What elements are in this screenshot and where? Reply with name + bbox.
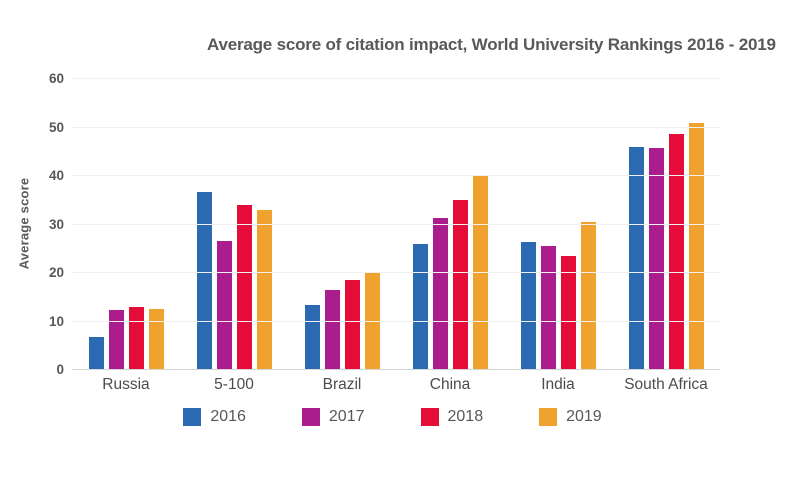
x-category-label: 5-100 — [214, 376, 254, 393]
bar — [304, 304, 320, 370]
bar — [452, 200, 468, 370]
legend-label: 2016 — [210, 408, 246, 425]
bar — [432, 217, 448, 370]
legend-item: 2017 — [301, 408, 365, 426]
bar — [108, 309, 124, 370]
x-axis-baseline — [72, 369, 720, 370]
legend: 2016 2017 2018 2019 — [0, 408, 785, 426]
bar-group — [180, 79, 288, 370]
y-gridline — [72, 78, 720, 79]
y-gridline — [72, 272, 720, 273]
bar-group — [72, 79, 180, 370]
bar-group — [396, 79, 504, 370]
chart-title: Average score of citation impact, World … — [207, 35, 776, 54]
bar-group — [504, 79, 612, 370]
y-tick-label: 0 — [56, 362, 64, 377]
legend-swatch — [301, 408, 320, 426]
bar — [324, 289, 340, 370]
x-category-label: Brazil — [322, 376, 362, 393]
plot-area — [72, 78, 720, 370]
x-category-label: China — [429, 376, 471, 393]
x-category-label: South Africa — [624, 376, 708, 393]
bar-group — [288, 79, 396, 370]
bar — [628, 146, 644, 370]
y-tick-label: 50 — [48, 119, 64, 135]
bar — [580, 221, 596, 370]
legend-item: 2018 — [420, 408, 484, 426]
legend-item: 2016 — [183, 408, 246, 426]
legend-item: 2019 — [539, 408, 602, 426]
bar — [128, 306, 144, 370]
bar — [256, 209, 272, 370]
y-gridline — [72, 223, 720, 225]
bar-groups — [72, 79, 720, 370]
bar — [216, 241, 232, 370]
bar — [236, 205, 252, 370]
x-category-label: Russia — [102, 376, 150, 393]
legend-swatch — [420, 408, 439, 426]
bar — [364, 273, 380, 370]
bar — [540, 245, 556, 370]
y-gridline — [72, 320, 720, 322]
bar — [196, 192, 212, 370]
x-axis-labels: Russia 5-100 Brazil China India South Africa — [72, 376, 720, 394]
y-tick-label: 40 — [48, 168, 64, 183]
bar — [668, 134, 684, 370]
y-tick-label: 10 — [48, 313, 64, 329]
y-axis-ticks: 0 10 20 30 40 50 60 — [0, 71, 64, 377]
bar-group — [612, 79, 720, 370]
y-tick-label: 20 — [48, 265, 64, 280]
y-gridline — [72, 126, 720, 128]
bar — [472, 176, 488, 370]
y-gridline — [72, 175, 720, 176]
bar — [560, 256, 576, 370]
legend-label: 2017 — [328, 408, 365, 425]
bar — [148, 309, 164, 370]
y-tick-label: 30 — [48, 216, 64, 232]
bar — [688, 122, 704, 370]
legend-swatch — [539, 408, 558, 426]
legend-label: 2018 — [447, 408, 484, 425]
bar — [412, 243, 428, 370]
bar — [520, 242, 536, 370]
bar — [344, 280, 360, 370]
legend-swatch — [183, 408, 202, 426]
bar — [88, 337, 104, 370]
legend-label: 2019 — [566, 408, 602, 425]
y-tick-label: 60 — [48, 71, 64, 86]
x-category-label: India — [541, 376, 575, 393]
bar — [648, 147, 664, 370]
